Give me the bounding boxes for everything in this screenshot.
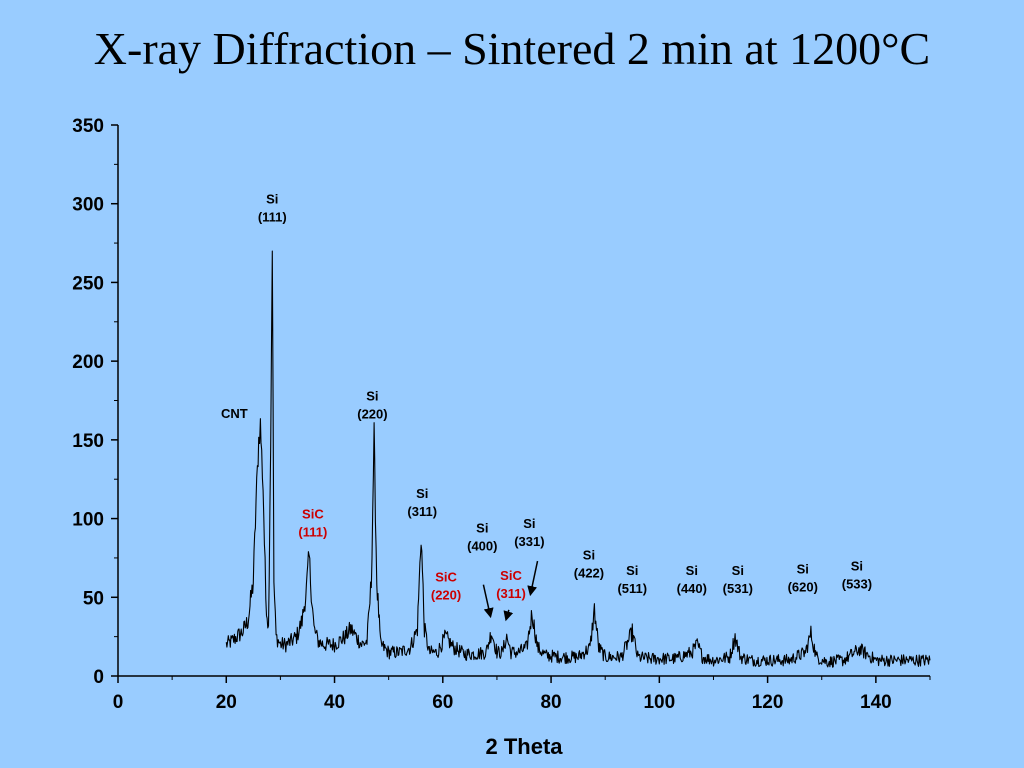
- arrow-sic-311: [503, 609, 514, 622]
- y-tick-label: 200: [72, 352, 104, 373]
- y-tick-label: 150: [72, 431, 104, 452]
- peak-label-si-511: Si (511): [617, 563, 647, 596]
- x-tick-label: 80: [540, 692, 561, 713]
- x-tick-label: 100: [643, 692, 675, 713]
- y-tick-label: 350: [72, 116, 104, 137]
- x-tick-label: 120: [752, 692, 784, 713]
- y-axis: 0 50 100 150 200 250 300 350: [72, 116, 119, 688]
- x-axis-title: 2 Theta: [485, 734, 563, 759]
- peak-label-si-440: Si (440): [677, 563, 707, 596]
- x-tick-label: 40: [324, 692, 345, 713]
- peak-label-si-111: Si (111): [258, 192, 287, 225]
- annotation-layer: Si (111) CNT Si (220) SiC (111) Si (311) SiC (220)…: [221, 192, 872, 603]
- slide-title: X-ray Diffraction – Sintered 2 min at 12…: [93, 23, 931, 74]
- xrd-series-line-0: [225, 250, 931, 668]
- peak-label-si-311: Si (311): [407, 486, 437, 519]
- arrow-si-400: [482, 584, 494, 619]
- y-tick-label: 50: [83, 588, 104, 609]
- peak-label-si-533: Si (533): [842, 559, 872, 592]
- peak-label-si-422: Si (422): [574, 548, 604, 581]
- peak-label-sic-220: SiC (220): [431, 570, 461, 603]
- peak-label-si-331: Si (331): [514, 516, 544, 549]
- x-tick-label: 20: [216, 692, 237, 713]
- arrow-layer: [482, 560, 539, 622]
- peak-label-si-220: Si (220): [357, 389, 387, 422]
- x-tick-label: 60: [432, 692, 453, 713]
- peak-label-si-531: Si (531): [723, 563, 753, 596]
- arrow-si-331: [527, 560, 539, 597]
- series-layer: [225, 250, 931, 668]
- x-axis: 0 20 40 60 80 100 120 140: [113, 675, 931, 713]
- peak-label-si-400: Si (400): [467, 521, 497, 554]
- x-tick-label: 0: [113, 692, 124, 713]
- x-tick-label: 140: [860, 692, 892, 713]
- peak-label-sic-111: SiC (111): [298, 507, 327, 540]
- peak-label-cnt: CNT: [221, 406, 248, 421]
- y-tick-label: 250: [72, 273, 104, 294]
- y-tick-label: 0: [93, 667, 104, 688]
- y-tick-label: 300: [72, 195, 104, 216]
- y-tick-label: 100: [72, 510, 104, 531]
- peak-label-sic-311: SiC (311): [496, 568, 526, 601]
- peak-label-si-620: Si (620): [788, 562, 818, 595]
